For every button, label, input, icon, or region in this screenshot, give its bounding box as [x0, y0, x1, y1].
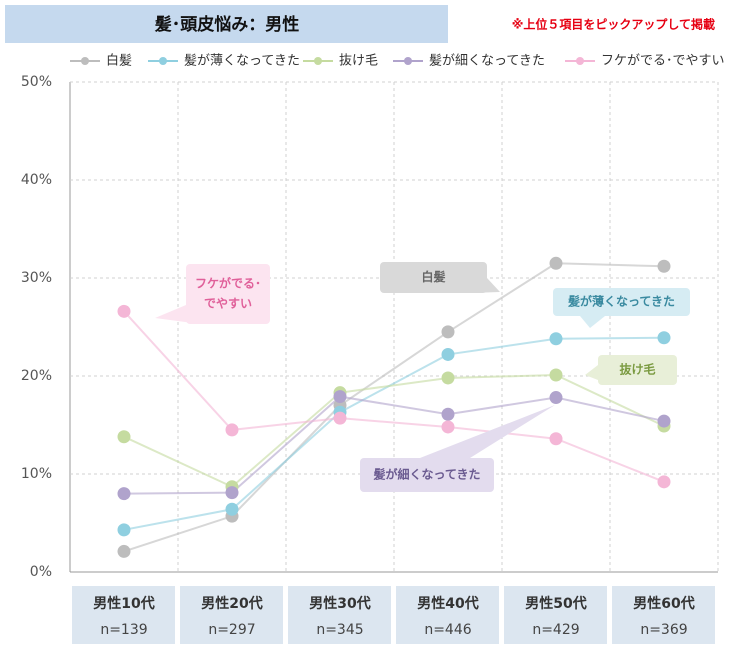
category-box	[72, 586, 175, 644]
series-line	[123, 310, 665, 483]
data-point	[549, 368, 563, 382]
chart-title: 髪･頭皮悩み：男性	[154, 14, 300, 35]
category-box	[180, 586, 283, 644]
data-point	[117, 544, 131, 558]
title-box	[5, 5, 448, 43]
category-box	[504, 586, 607, 644]
x-tick-label: 男性50代	[525, 595, 586, 612]
category-box	[396, 586, 499, 644]
legend-marker	[404, 57, 412, 65]
data-point	[117, 523, 131, 537]
category-count: n=297	[208, 622, 255, 638]
data-point	[333, 390, 347, 404]
callout-pointer	[580, 316, 605, 328]
category-count: n=139	[100, 622, 147, 638]
series-line	[123, 374, 665, 488]
data-point	[441, 420, 455, 434]
category-box	[612, 586, 715, 644]
callout-label: 白髪	[421, 269, 445, 284]
data-point	[225, 486, 239, 500]
callout-label: 髪が細くなってきた	[372, 467, 480, 482]
data-point	[441, 325, 455, 339]
callout-box	[553, 288, 690, 316]
category-count: n=446	[424, 622, 471, 638]
y-tick-label: 20%	[21, 368, 52, 384]
legend-label: 抜け毛	[339, 53, 378, 69]
y-tick-label: 30%	[21, 270, 52, 286]
legend-label: 白髪	[106, 53, 132, 69]
data-point	[549, 391, 563, 405]
y-tick-label: 10%	[21, 466, 52, 482]
callout-box	[360, 458, 494, 492]
data-point	[441, 407, 455, 421]
callout-box	[380, 262, 487, 293]
y-tick-label: 40%	[21, 172, 52, 188]
legend-marker	[159, 57, 167, 65]
data-point	[333, 411, 347, 425]
data-point	[117, 430, 131, 444]
callout-pointer	[585, 365, 598, 380]
data-point	[549, 256, 563, 270]
legend-marker	[314, 57, 322, 65]
data-point	[657, 475, 671, 489]
data-point	[549, 432, 563, 446]
category-count: n=369	[640, 622, 687, 638]
x-tick-label: 男性60代	[633, 595, 694, 612]
series-line	[123, 395, 665, 495]
data-point	[441, 347, 455, 361]
callout-box	[186, 264, 270, 324]
callout-label: でやすい	[204, 297, 252, 311]
data-point	[225, 502, 239, 516]
series-line	[123, 262, 665, 553]
legend-label: 髪が薄くなってきた	[184, 54, 300, 69]
legend-label: フケがでる･でやすい	[601, 54, 725, 69]
data-point	[549, 332, 563, 346]
data-point	[225, 423, 239, 437]
x-tick-label: 男性10代	[93, 595, 154, 612]
category-box	[288, 586, 391, 644]
category-count: n=429	[532, 622, 579, 638]
x-tick-label: 男性30代	[309, 595, 370, 612]
data-point	[441, 371, 455, 385]
callout-label: 髪が薄くなってきた	[567, 294, 675, 309]
x-tick-label: 男性40代	[417, 595, 478, 612]
data-point	[117, 304, 131, 318]
data-point	[117, 487, 131, 501]
callout-label: フケがでる･	[195, 276, 261, 291]
category-count: n=345	[316, 622, 363, 638]
y-tick-label: 50%	[21, 74, 52, 90]
legend-marker	[576, 57, 584, 65]
note: ※上位５項目をピックアップして掲載	[512, 17, 715, 32]
callout-label: 抜け毛	[619, 362, 655, 377]
data-point	[657, 331, 671, 345]
data-point	[657, 414, 671, 428]
series-line	[123, 336, 665, 531]
callout-pointer	[420, 405, 555, 458]
y-tick-label: 0%	[30, 564, 52, 580]
callout-box	[598, 355, 677, 385]
data-point	[657, 259, 671, 273]
x-tick-label: 男性20代	[201, 595, 262, 612]
legend-label: 髪が細くなってきた	[429, 54, 545, 69]
legend-marker	[81, 57, 89, 65]
